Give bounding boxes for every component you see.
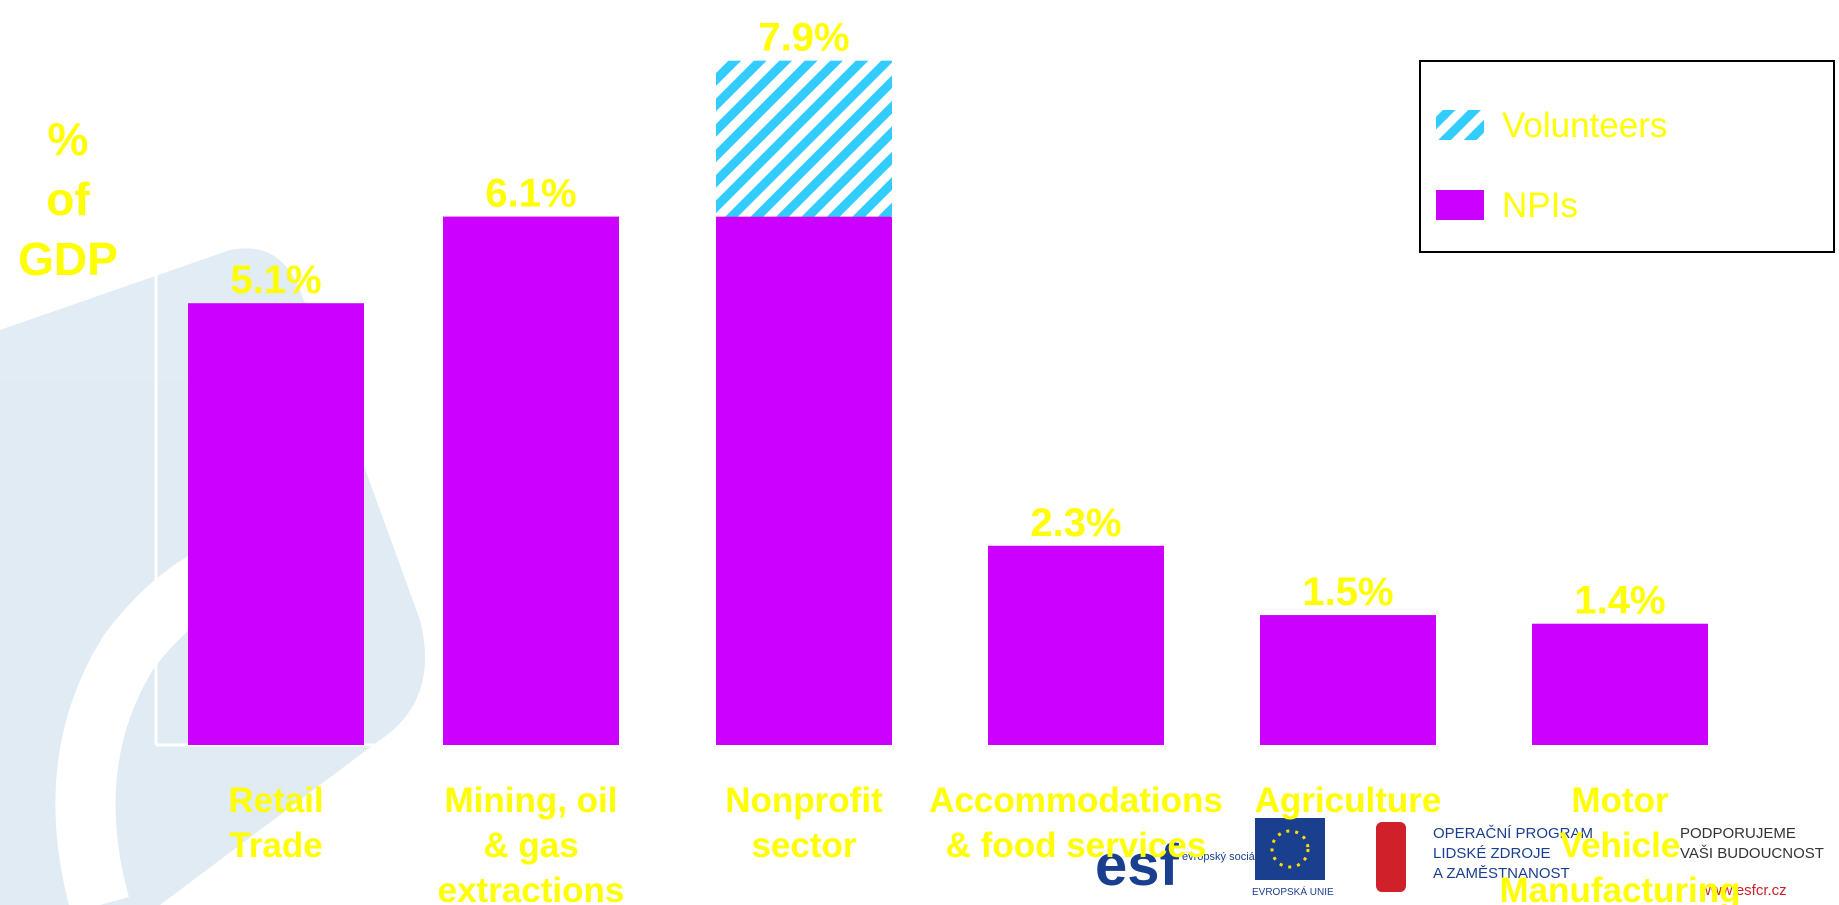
legend-box bbox=[1419, 60, 1835, 253]
logo-bg bbox=[1095, 820, 1180, 900]
logo-text: OPERAČNÍ PROGRAM bbox=[1433, 825, 1593, 842]
x-tick-label: Motor Vehicle Manufacturing bbox=[1499, 781, 1740, 905]
data-label: 1.4% bbox=[1574, 579, 1665, 623]
bar-segment bbox=[1532, 623, 1708, 745]
x-tick-label: Agriculture bbox=[1255, 781, 1442, 820]
legend-label: Volunteers bbox=[1502, 106, 1667, 145]
data-label: 1.5% bbox=[1302, 570, 1393, 614]
op-icon bbox=[1376, 822, 1406, 892]
bar-segment bbox=[188, 303, 364, 745]
footer-logos: esf evropský sociální fond v ČR EVROPSKÁ… bbox=[1095, 818, 1824, 900]
legend-swatch bbox=[1436, 110, 1484, 140]
bar-segment bbox=[716, 216, 892, 745]
logo-text: PODPORUJEME bbox=[1680, 825, 1796, 842]
data-label: 6.1% bbox=[485, 172, 576, 216]
bar-segment bbox=[988, 545, 1164, 745]
logo-text: EVROPSKÁ UNIE bbox=[1252, 885, 1334, 898]
logo-text: VAŠI BUDOUCNOST bbox=[1680, 845, 1824, 862]
x-tick-label: Nonprofit sector bbox=[725, 781, 883, 865]
bar-segment bbox=[716, 60, 892, 217]
data-label: 5.1% bbox=[230, 258, 321, 302]
bar-segment bbox=[1260, 615, 1436, 745]
eu-stars bbox=[1270, 829, 1310, 869]
data-label: 2.3% bbox=[1030, 501, 1121, 545]
logo-text: A ZAMĚSTNANOST bbox=[1433, 865, 1570, 882]
bar-segment bbox=[443, 216, 619, 745]
logo-text: LIDSKÉ ZDROJE bbox=[1433, 845, 1551, 862]
y-axis-label: % of GDP bbox=[18, 113, 118, 285]
legend-label: NPIs bbox=[1502, 186, 1578, 225]
legend-swatch bbox=[1436, 190, 1484, 220]
x-tick-label: Retail Trade bbox=[228, 781, 323, 865]
x-tick-label: Accommodations & food services bbox=[929, 781, 1223, 865]
eu-flag bbox=[1255, 818, 1325, 880]
logo-text: www.esfcr.cz bbox=[1699, 882, 1787, 899]
esf-logo: esf bbox=[1095, 833, 1180, 898]
x-tick-label: Mining, oil & gas extractions bbox=[438, 781, 625, 905]
data-label: 7.9% bbox=[758, 16, 849, 60]
